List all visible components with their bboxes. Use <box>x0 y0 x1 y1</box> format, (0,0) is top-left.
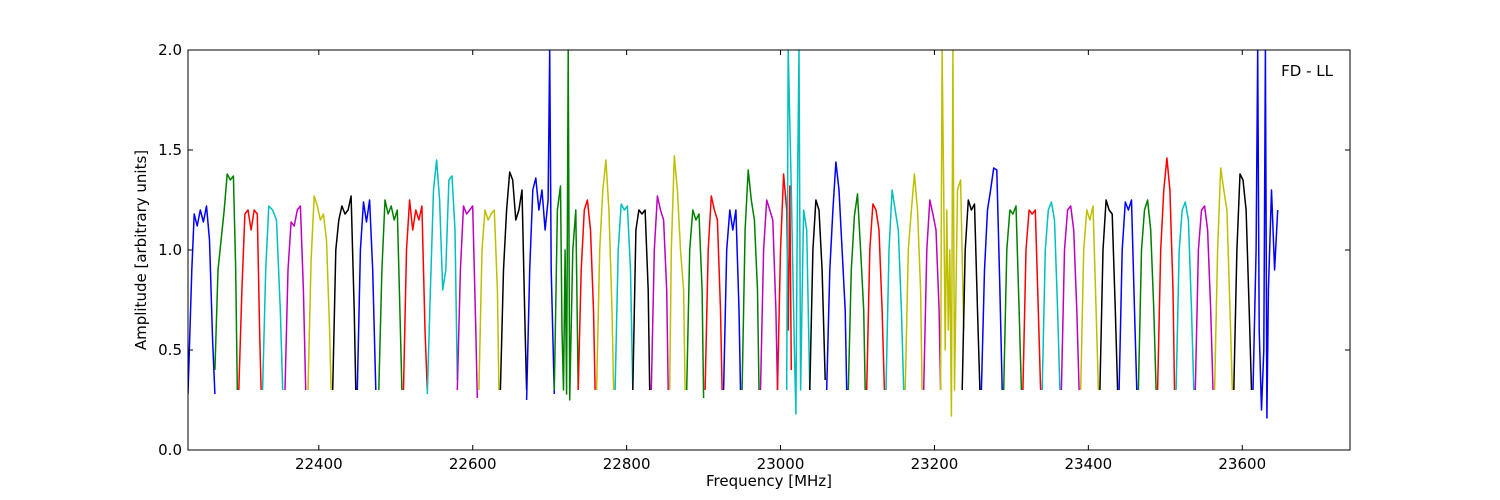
series-line-34 <box>904 173 923 391</box>
x-tick-label-0: 22400 <box>295 455 343 473</box>
series-line-43 <box>1079 205 1100 391</box>
series-line-21 <box>668 155 686 391</box>
series-line-52 <box>1252 50 1279 419</box>
series-line-45 <box>1118 199 1138 391</box>
x-tick-label-4: 23200 <box>911 455 959 473</box>
series-line-29 <box>809 199 826 391</box>
x-tick-label-6: 23600 <box>1218 455 1266 473</box>
series-line-3 <box>261 205 284 391</box>
series-line-20 <box>650 195 669 391</box>
series-line-19 <box>632 209 651 391</box>
series-line-11 <box>456 205 479 399</box>
series-line-36 <box>939 50 965 417</box>
y-tick-label-4: 2.0 <box>158 41 182 59</box>
y-tick-label-3: 1.5 <box>158 141 182 159</box>
plot-frame <box>187 49 1351 451</box>
series-line-40 <box>1022 209 1042 391</box>
series-line-31 <box>847 193 866 391</box>
series-line-23 <box>704 195 723 391</box>
series-line-7 <box>356 199 377 391</box>
series-line-8 <box>378 199 403 391</box>
series-line-41 <box>1041 201 1061 391</box>
x-axis: 22400 22600 22800 23000 23200 23400 23600 <box>295 50 1266 473</box>
x-tick-label-5: 23400 <box>1064 455 1112 473</box>
series-line-33 <box>885 189 905 391</box>
series-line-12 <box>478 209 500 391</box>
series-line-25 <box>741 169 760 391</box>
series-line-48 <box>1175 201 1195 391</box>
series-line-39 <box>1002 205 1023 391</box>
series-line-16 <box>577 199 596 391</box>
y-tick-label-0: 0.0 <box>158 441 182 459</box>
series-line-4 <box>284 205 307 391</box>
y-axis-label: Amplitude [arbitrary units] <box>132 150 150 350</box>
series-line-18 <box>614 203 634 391</box>
annotation-label: FD - LL <box>1281 62 1333 80</box>
y-tick-label-1: 0.5 <box>158 341 182 359</box>
series-line-5 <box>307 195 332 391</box>
series-line-0 <box>188 205 216 395</box>
series-line-51 <box>1233 173 1253 391</box>
series-line-9 <box>402 199 429 391</box>
series-line-6 <box>331 195 357 391</box>
x-tick-label-1: 22600 <box>449 455 497 473</box>
x-axis-label: Frequency [MHz] <box>706 472 832 490</box>
series-line-1 <box>214 173 239 391</box>
y-tick-label-2: 1.0 <box>158 241 182 259</box>
series-line-50 <box>1213 167 1234 391</box>
series-line-30 <box>825 161 848 391</box>
series-line-49 <box>1194 205 1214 391</box>
series-line-37 <box>961 199 981 391</box>
series-line-42 <box>1060 205 1080 391</box>
series-line-22 <box>685 209 705 399</box>
series-line-44 <box>1099 199 1119 391</box>
x-tick-label-2: 22800 <box>603 455 651 473</box>
series-line-47 <box>1156 157 1176 391</box>
x-tick-label-3: 23000 <box>757 455 805 473</box>
series-line-15 <box>553 50 579 401</box>
series-line-10 <box>426 159 459 395</box>
series-line-28 <box>785 50 811 415</box>
series-line-32 <box>865 203 886 391</box>
series-line-24 <box>722 209 742 391</box>
series-line-46 <box>1137 199 1157 391</box>
series-line-13 <box>499 171 528 391</box>
series-line-26 <box>759 199 779 391</box>
series-line-17 <box>595 159 615 391</box>
series-line-27 <box>776 173 793 391</box>
series-line-35 <box>922 199 942 391</box>
series-layer <box>188 50 1279 419</box>
series-line-14 <box>525 50 556 401</box>
series-line-38 <box>980 167 1003 391</box>
y-axis: 0.0 0.5 1.0 1.5 2.0 <box>158 41 1350 459</box>
series-line-2 <box>238 209 262 391</box>
